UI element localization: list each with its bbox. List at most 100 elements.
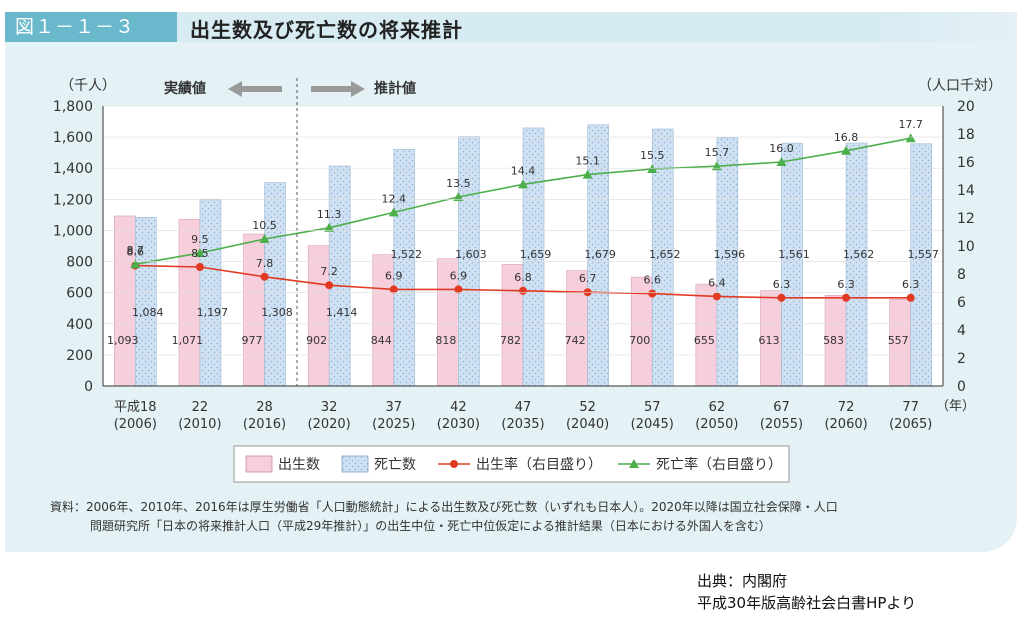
death-rate-marker: [453, 192, 464, 201]
death-rate-value-label: 16.8: [834, 131, 859, 144]
source-note: 資料：2006年、2010年、2016年は厚生労働省「人口動態統計」による出生数…: [50, 498, 1000, 536]
x-tick-label: 47: [515, 400, 532, 415]
death-rate-value-label: 14.4: [511, 164, 536, 177]
births-value-label: 782: [500, 334, 521, 347]
death-rate-value-label: 15.5: [640, 149, 665, 162]
left-axis-tick: 600: [66, 286, 93, 302]
chart-area: 0 200 400 600 800 1,000 1,200 1,400 1,600 1,800 0 2…: [53, 78, 1002, 483]
births-value-label: 902: [306, 334, 327, 347]
birth-rate-value-label: 6.3: [837, 278, 855, 291]
left-axis-unit: （千人）: [60, 78, 116, 94]
deaths-value-label: 1,084: [132, 306, 164, 319]
births-bar: [566, 270, 588, 387]
deaths-value-label: 1,659: [520, 248, 552, 261]
births-value-label: 844: [371, 334, 392, 347]
death-rate-value-label: 16.0: [769, 142, 794, 155]
deaths-value-label: 1,522: [391, 248, 423, 261]
death-rate-value-label: 8.7: [127, 244, 145, 257]
deaths-value-label: 1,197: [197, 306, 229, 319]
births-value-label: 1,071: [172, 334, 204, 347]
right-axis-tick: 10: [957, 239, 975, 255]
birth-rate-value-label: 8.5: [191, 247, 209, 260]
death-rate-marker: [841, 145, 852, 155]
birth-rate-marker: [454, 285, 463, 294]
x-tick-label: 32: [321, 400, 338, 415]
deaths-value-label: 1,596: [714, 248, 746, 261]
deaths-bar: [393, 148, 416, 387]
left-axis-tick: 1,400: [53, 161, 93, 177]
deaths-value-label: 1,308: [261, 306, 293, 319]
death-rate-value-label: 15.7: [705, 146, 730, 159]
x-tick-label: 62: [709, 400, 726, 415]
death-rate-value-label: 15.1: [575, 155, 600, 168]
legend-birth-rate-label: 出生率（右目盛り）: [476, 456, 602, 473]
x-tick-year-label: (2020): [308, 417, 351, 432]
x-tick-year-label: (2010): [178, 417, 221, 432]
credit: 出典：内閣府 平成30年版高齢社会白書HPより: [697, 570, 916, 614]
x-tick-year-label: (2060): [824, 417, 867, 432]
figure-title: 出生数及び死亡数の将来推計: [190, 18, 463, 42]
legend-births-label: 出生数: [278, 457, 320, 473]
credit-line-2: 平成30年版高齢社会白書HPより: [697, 594, 917, 612]
x-tick-year-label: (2050): [695, 417, 738, 432]
x-tick-year-label: (2055): [760, 417, 803, 432]
death-rate-marker: [130, 259, 141, 269]
right-axis-tick: 12: [957, 211, 975, 227]
right-axis-tick: 14: [957, 183, 975, 199]
deaths-value-label: 1,562: [843, 248, 875, 261]
birth-rate-value-label: 6.6: [643, 274, 661, 287]
left-axis-tick: 1,600: [53, 130, 93, 146]
x-tick-year-label: (2035): [501, 417, 544, 432]
birth-rate-marker: [325, 281, 334, 290]
births-value-label: 700: [629, 334, 650, 347]
x-tick-year-label: (2065): [889, 417, 932, 432]
deaths-value-label: 1,414: [326, 306, 358, 319]
left-axis-tick: 1,800: [53, 99, 93, 115]
x-tick-label: 72: [838, 400, 855, 415]
birth-rate-marker: [777, 293, 786, 302]
deaths-value-label: 1,652: [649, 248, 681, 261]
deaths-bar: [716, 137, 739, 387]
death-rate-marker: [324, 222, 335, 232]
legend-births-swatch: [245, 455, 273, 473]
birth-rate-value-label: 8.6: [127, 246, 145, 259]
death-rate-value-label: 12.4: [382, 192, 407, 205]
death-rate-marker: [194, 248, 205, 257]
right-axis-tick: 8: [957, 267, 966, 283]
births-value-label: 977: [242, 334, 263, 347]
deaths-bar: [781, 142, 803, 387]
birth-rate-marker: [519, 286, 527, 295]
credit-line-1: 出典：内閣府: [697, 572, 788, 590]
right-axis-tick: 0: [957, 379, 966, 395]
birth-rate-marker: [583, 288, 592, 297]
birth-rate-value-label: 7.2: [320, 265, 338, 278]
x-tick-year-label: (2006): [114, 417, 157, 432]
right-axis-unit: （人口千対）: [918, 78, 1002, 94]
x-tick-label: 42: [450, 400, 467, 415]
right-axis-tick: 2: [957, 351, 966, 367]
deaths-value-label: 1,557: [907, 248, 939, 261]
arrow-right-icon: [311, 81, 365, 97]
deaths-value-label: 1,561: [778, 248, 810, 261]
projected-values-label: 推計値: [374, 80, 416, 97]
birth-rate-value-label: 7.8: [256, 257, 274, 270]
legend-death-rate-label: 死亡率（右目盛り）: [656, 456, 782, 473]
actual-values-label: 実績値: [164, 80, 206, 97]
figure-label: 図１－１－３: [5, 12, 177, 42]
births-value-label: 655: [694, 334, 715, 347]
x-tick-year-label: (2025): [372, 417, 415, 432]
death-rate-marker: [259, 234, 270, 243]
x-tick-label: 37: [385, 400, 402, 415]
birth-rate-value-label: 6.4: [708, 276, 726, 289]
legend-deaths-label: 死亡数: [374, 457, 416, 473]
deaths-bar: [264, 182, 286, 387]
births-value-label: 1,093: [107, 334, 139, 347]
birth-rate-marker: [195, 263, 204, 271]
birth-rate-value-label: 6.9: [450, 269, 468, 282]
x-tick-label: 28: [256, 400, 273, 415]
death-rate-value-label: 10.5: [252, 219, 277, 232]
left-axis-tick: 200: [66, 348, 93, 364]
birth-rate-marker: [712, 292, 721, 301]
death-rate-value-label: 17.7: [898, 118, 923, 131]
birth-rate-value-label: 6.8: [514, 271, 532, 284]
